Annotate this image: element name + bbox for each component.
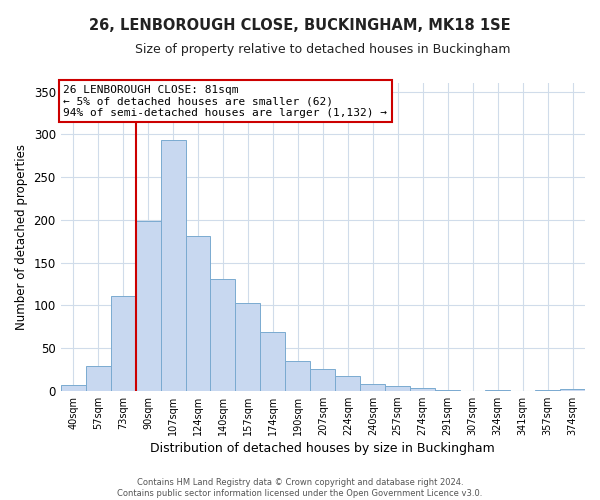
Text: 26, LENBOROUGH CLOSE, BUCKINGHAM, MK18 1SE: 26, LENBOROUGH CLOSE, BUCKINGHAM, MK18 1… <box>89 18 511 32</box>
Bar <box>235 302 260 390</box>
Bar <box>335 376 360 390</box>
Bar <box>136 222 161 390</box>
Bar <box>61 384 86 390</box>
Bar <box>310 370 335 390</box>
Bar <box>385 386 410 390</box>
Title: Size of property relative to detached houses in Buckingham: Size of property relative to detached ho… <box>135 42 511 56</box>
Bar <box>185 236 211 390</box>
Bar <box>211 278 235 390</box>
Bar <box>161 140 185 390</box>
X-axis label: Distribution of detached houses by size in Buckingham: Distribution of detached houses by size … <box>151 442 495 455</box>
Bar <box>410 388 435 390</box>
Y-axis label: Number of detached properties: Number of detached properties <box>15 144 28 330</box>
Text: 26 LENBOROUGH CLOSE: 81sqm
← 5% of detached houses are smaller (62)
94% of semi-: 26 LENBOROUGH CLOSE: 81sqm ← 5% of detac… <box>63 84 387 118</box>
Bar <box>360 384 385 390</box>
Text: Contains HM Land Registry data © Crown copyright and database right 2024.
Contai: Contains HM Land Registry data © Crown c… <box>118 478 482 498</box>
Bar <box>560 389 585 390</box>
Bar <box>260 332 286 390</box>
Bar <box>110 296 136 390</box>
Bar <box>286 361 310 390</box>
Bar <box>86 366 110 390</box>
